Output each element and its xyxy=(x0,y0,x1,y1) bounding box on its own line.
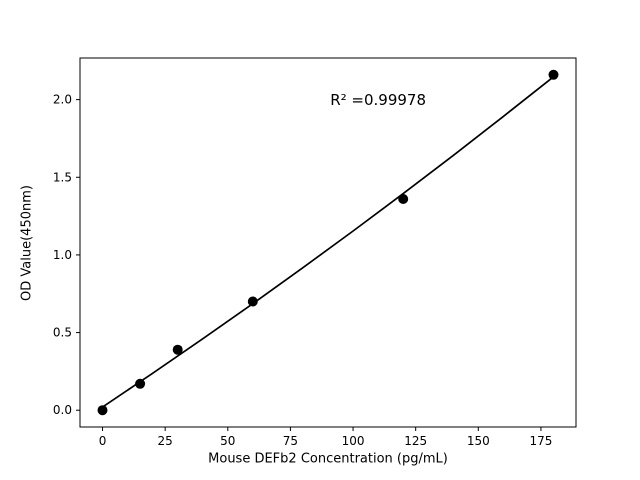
x-tick-label: 100 xyxy=(342,434,365,448)
data-point xyxy=(135,378,146,389)
data-point xyxy=(548,69,559,80)
x-axis-label: Mouse DEFb2 Concentration (pg/mL) xyxy=(208,451,448,467)
x-tick-label: 75 xyxy=(283,434,298,448)
x-tick-label: 0 xyxy=(99,434,107,448)
y-tick-label: 1.0 xyxy=(53,248,72,262)
y-axis-label: OD Value(450nm) xyxy=(19,184,35,301)
y-tick-label: 0.5 xyxy=(53,326,72,340)
data-point xyxy=(247,296,258,307)
y-tick-label: 1.5 xyxy=(53,170,72,184)
axes-spines xyxy=(79,57,577,428)
data-point xyxy=(172,344,183,355)
r-squared-annotation: R² =0.99978 xyxy=(330,90,426,109)
x-tick-label: 125 xyxy=(404,434,427,448)
y-tick-label: 0.0 xyxy=(53,403,72,417)
y-tick-label: 2.0 xyxy=(53,93,72,107)
data-point xyxy=(398,194,409,204)
x-tick-label: 175 xyxy=(529,434,552,448)
fit-line xyxy=(101,75,555,408)
data-point xyxy=(97,405,108,416)
x-tick-label: 50 xyxy=(220,434,235,448)
x-tick-label: 150 xyxy=(467,434,490,448)
x-tick-label: 25 xyxy=(158,434,173,448)
